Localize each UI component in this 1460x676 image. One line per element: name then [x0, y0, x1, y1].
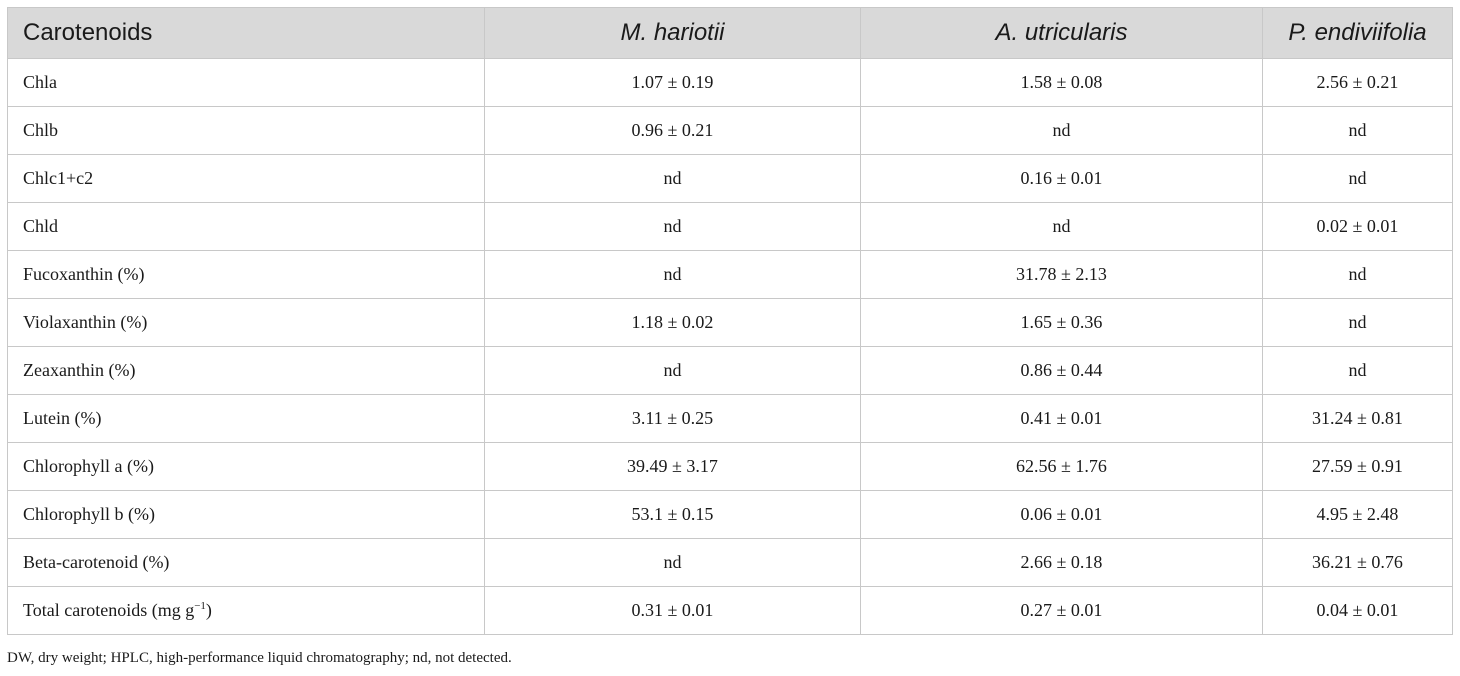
table-row: Chlc1+c2 nd 0.16 ± 0.01 nd: [7, 154, 1453, 203]
table-row: Beta-carotenoid (%) nd 2.66 ± 0.18 36.21 ± …: [7, 538, 1453, 587]
table-cell: 1.58 ± 0.08: [860, 58, 1263, 107]
table-cell: 0.86 ± 0.44: [860, 346, 1263, 395]
row-label-text: Zeaxanthin (%): [23, 360, 136, 380]
header-a-utricularis: A. utricularis: [860, 7, 1263, 59]
table-cell: 0.16 ± 0.01: [860, 154, 1263, 203]
table-cell: 0.02 ± 0.01: [1262, 202, 1453, 251]
table-row: Chlorophyll a (%) 39.49 ± 3.17 62.56 ± 1.7…: [7, 442, 1453, 491]
table-cell: nd: [484, 250, 861, 299]
table-row: Lutein (%) 3.11 ± 0.25 0.41 ± 0.01 31.24 ± …: [7, 394, 1453, 443]
table-cell: 53.1 ± 0.15: [484, 490, 861, 539]
row-label: Violaxanthin (%): [7, 298, 485, 347]
row-label: Chlorophyll a (%): [7, 442, 485, 491]
table-body: Chla 1.07 ± 0.19 1.58 ± 0.08 2.56 ± 0.21 Chl…: [7, 58, 1453, 635]
table-cell: 0.06 ± 0.01: [860, 490, 1263, 539]
row-label-text: Chlb: [23, 120, 59, 140]
table-cell: 0.31 ± 0.01: [484, 586, 861, 635]
table-footnote: DW, dry weight; HPLC, high-performance l…: [7, 650, 512, 666]
table-cell: 4.95 ± 2.48: [1262, 490, 1453, 539]
row-label-text: Chla: [23, 72, 57, 92]
table-cell: 27.59 ± 0.91: [1262, 442, 1453, 491]
row-label-text: Chlorophyll b (%): [23, 504, 155, 524]
table-row: Violaxanthin (%) 1.18 ± 0.02 1.65 ± 0.36 nd: [7, 298, 1453, 347]
table-cell: nd: [860, 202, 1263, 251]
table-cell: nd: [484, 154, 861, 203]
row-label: Chla: [7, 58, 485, 107]
header-m-hariotii: M. hariotii: [484, 7, 861, 59]
table-cell: 39.49 ± 3.17: [484, 442, 861, 491]
header-row: Carotenoids M. hariotii A. utricularis P…: [7, 7, 1453, 59]
table-cell: nd: [1262, 346, 1453, 395]
row-label-text: Chlorophyll a (%): [23, 456, 154, 476]
table-cell: nd: [484, 202, 861, 251]
table-cell: nd: [484, 538, 861, 587]
carotenoids-table: Carotenoids M. hariotii A. utricularis P…: [7, 7, 1453, 635]
row-label: Lutein (%): [7, 394, 485, 443]
row-label: Chlc1+c2: [7, 154, 485, 203]
table-cell: 0.04 ± 0.01: [1262, 586, 1453, 635]
table-header: Carotenoids M. hariotii A. utricularis P…: [7, 7, 1453, 59]
table-row: Fucoxanthin (%) nd 31.78 ± 2.13 nd: [7, 250, 1453, 299]
table-cell: 0.27 ± 0.01: [860, 586, 1263, 635]
row-label-text: Total carotenoids (mg g: [23, 600, 195, 620]
carotenoids-table-container: Carotenoids M. hariotii A. utricularis P…: [7, 7, 1453, 635]
row-label-text: Lutein (%): [23, 408, 102, 428]
table-cell: 1.65 ± 0.36: [860, 298, 1263, 347]
row-label-superscript: −1: [194, 600, 206, 612]
row-label: Beta-carotenoid (%): [7, 538, 485, 587]
table-cell: 2.66 ± 0.18: [860, 538, 1263, 587]
table-cell: nd: [1262, 298, 1453, 347]
row-label-text: Beta-carotenoid (%): [23, 552, 170, 572]
table-cell: 3.11 ± 0.25: [484, 394, 861, 443]
table-cell: 0.96 ± 0.21: [484, 106, 861, 155]
row-label-text: Chld: [23, 216, 59, 236]
row-label-text: Chlc1+c2: [23, 168, 94, 188]
table-cell: nd: [1262, 106, 1453, 155]
table-cell: nd: [860, 106, 1263, 155]
table-cell: 31.78 ± 2.13: [860, 250, 1263, 299]
row-label-text: Violaxanthin (%): [23, 312, 148, 332]
row-label: Fucoxanthin (%): [7, 250, 485, 299]
table-cell: 31.24 ± 0.81: [1262, 394, 1453, 443]
table-cell: 1.07 ± 0.19: [484, 58, 861, 107]
table-cell: 0.41 ± 0.01: [860, 394, 1263, 443]
table-row: Chlorophyll b (%) 53.1 ± 0.15 0.06 ± 0.01 4…: [7, 490, 1453, 539]
table-row: Chld nd nd 0.02 ± 0.01: [7, 202, 1453, 251]
table-cell: 2.56 ± 0.21: [1262, 58, 1453, 107]
row-label: Chlorophyll b (%): [7, 490, 485, 539]
row-label-text: Fucoxanthin (%): [23, 264, 145, 284]
row-label: Chlb: [7, 106, 485, 155]
table-cell: nd: [484, 346, 861, 395]
table-cell: 36.21 ± 0.76: [1262, 538, 1453, 587]
table-cell: nd: [1262, 154, 1453, 203]
table-row: Chla 1.07 ± 0.19 1.58 ± 0.08 2.56 ± 0.21: [7, 58, 1453, 107]
table-cell: nd: [1262, 250, 1453, 299]
header-p-endiviifolia: P. endiviifolia: [1262, 7, 1453, 59]
table-cell: 62.56 ± 1.76: [860, 442, 1263, 491]
table-row: Chlb 0.96 ± 0.21 nd nd: [7, 106, 1453, 155]
row-label: Chld: [7, 202, 485, 251]
header-carotenoids: Carotenoids: [7, 7, 485, 59]
table-row: Zeaxanthin (%) nd 0.86 ± 0.44 nd: [7, 346, 1453, 395]
row-label-suffix: ): [205, 600, 212, 620]
table-row: Total carotenoids (mg g−1) 0.31 ± 0.01 0.2…: [7, 586, 1453, 635]
row-label: Total carotenoids (mg g−1): [7, 586, 485, 635]
row-label: Zeaxanthin (%): [7, 346, 485, 395]
table-cell: 1.18 ± 0.02: [484, 298, 861, 347]
